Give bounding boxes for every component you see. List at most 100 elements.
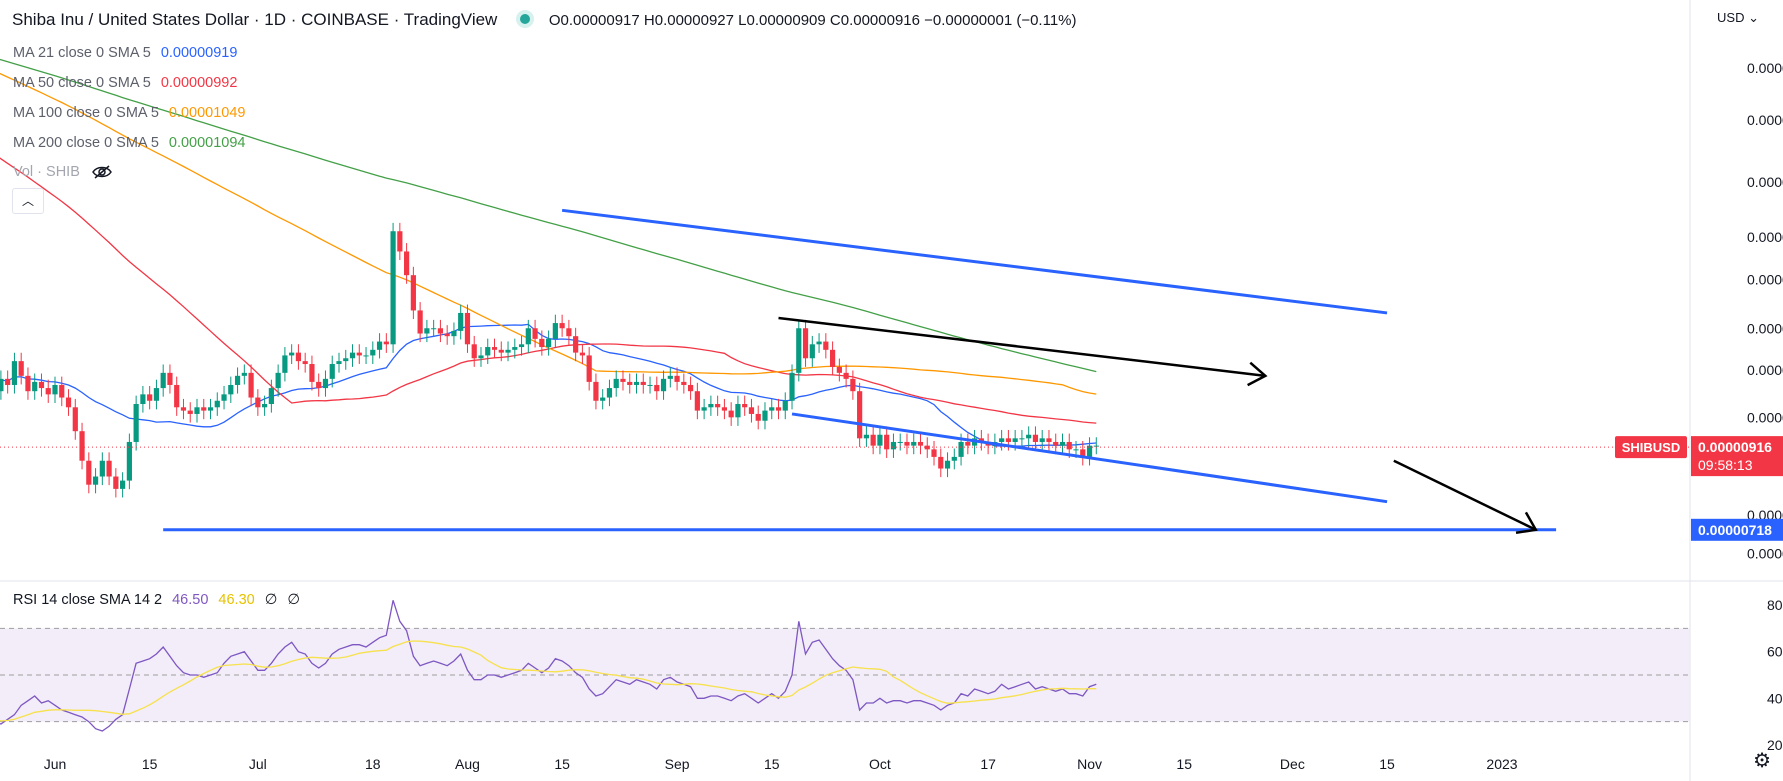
candle bbox=[600, 397, 606, 401]
candle bbox=[1053, 441, 1059, 446]
candle bbox=[1032, 434, 1039, 442]
indicator-ma21[interactable]: MA 21 close 0 SMA 5 0.00000919 bbox=[13, 45, 237, 61]
gear-icon[interactable]: ⚙ bbox=[1753, 750, 1771, 772]
price-tick-label: 0.00001500 bbox=[1747, 272, 1783, 288]
candle bbox=[5, 378, 11, 385]
candle bbox=[944, 460, 951, 469]
trend-drawings bbox=[163, 208, 1557, 534]
candle bbox=[478, 355, 484, 359]
candle bbox=[999, 438, 1005, 442]
time-tick-label: 15 bbox=[764, 756, 780, 772]
indicator-ma100[interactable]: MA 100 close 0 SMA 5 0.00001049 bbox=[13, 105, 246, 121]
candle bbox=[1046, 438, 1052, 442]
candle bbox=[850, 378, 856, 392]
symbol-badge bbox=[1615, 436, 1687, 459]
lower-channel bbox=[791, 412, 1388, 504]
candle bbox=[45, 388, 51, 395]
candle bbox=[228, 384, 234, 395]
time-tick-label: Jun bbox=[44, 756, 67, 772]
candle bbox=[498, 349, 504, 353]
candle bbox=[417, 310, 423, 334]
candle bbox=[113, 476, 119, 489]
price-tick-label: 0.00001700 bbox=[1747, 229, 1783, 245]
candle bbox=[180, 407, 187, 411]
candle bbox=[1086, 445, 1093, 457]
support-label: 0.00000718 bbox=[1698, 522, 1772, 538]
price-tick-label: 0.00000670 bbox=[1747, 545, 1783, 561]
rsi-tick-label: 80.00 bbox=[1767, 597, 1783, 613]
rsi-ma-line bbox=[0, 640, 1097, 722]
time-tick-label: Jul bbox=[249, 756, 267, 772]
candle bbox=[153, 388, 160, 401]
candle bbox=[505, 349, 511, 353]
indicator-value: 0.00001094 bbox=[168, 135, 246, 151]
candle bbox=[248, 372, 254, 398]
candle bbox=[566, 328, 572, 337]
candle bbox=[86, 460, 92, 485]
trend-line bbox=[778, 316, 1266, 378]
time-tick-label: Sep bbox=[665, 756, 690, 772]
candle bbox=[701, 407, 707, 411]
collapse-legend-button[interactable]: ︿ bbox=[12, 188, 44, 214]
candle bbox=[1019, 438, 1025, 440]
rsi-header[interactable]: RSI 14 close SMA 14 2 46.50 46.30 ∅ ∅ bbox=[13, 592, 300, 608]
indicator-value: 0.00000992 bbox=[160, 75, 238, 91]
rsi-extra-2: ∅ bbox=[287, 592, 300, 608]
indicator-ma50[interactable]: MA 50 close 0 SMA 5 0.00000992 bbox=[13, 75, 237, 91]
candle bbox=[25, 375, 31, 392]
candle bbox=[674, 375, 680, 382]
currency-selector[interactable]: USD ⌄ bbox=[1717, 10, 1759, 26]
candle bbox=[383, 341, 389, 345]
candle bbox=[404, 251, 410, 276]
candle bbox=[911, 441, 917, 446]
candle bbox=[877, 434, 883, 446]
rsi-tick-label: 40.00 bbox=[1767, 690, 1783, 706]
candle bbox=[775, 407, 782, 411]
rsi-line bbox=[0, 600, 1097, 732]
candle bbox=[431, 328, 437, 330]
candle bbox=[0, 378, 4, 392]
projection-arrow bbox=[1393, 459, 1537, 531]
last-price-badge bbox=[1691, 436, 1783, 477]
market-status-icon bbox=[520, 14, 531, 24]
rsi-extra-1: ∅ bbox=[264, 592, 278, 608]
hidden-eye-icon[interactable] bbox=[92, 165, 112, 183]
indicator-ma200[interactable]: MA 200 close 0 SMA 5 0.00001094 bbox=[13, 135, 246, 151]
candle bbox=[681, 381, 687, 385]
indicator-label: MA 50 close 0 SMA 5 bbox=[13, 75, 151, 91]
candle bbox=[214, 400, 220, 408]
candle bbox=[201, 407, 207, 411]
candle bbox=[329, 364, 335, 379]
indicator-volume[interactable]: Vol · SHIB bbox=[13, 164, 112, 183]
candle bbox=[884, 434, 890, 450]
ohlc-readout: O0.00000917 H0.00000927 L0.00000909 C0.0… bbox=[548, 12, 1077, 29]
candle bbox=[931, 449, 937, 457]
symbol-title[interactable]: Shiba Inu / United States Dollar · 1D · … bbox=[12, 10, 498, 29]
candle bbox=[282, 355, 288, 373]
candle bbox=[458, 312, 464, 331]
price-tick-label: 0.00001300 bbox=[1747, 320, 1783, 336]
candle bbox=[1026, 434, 1032, 439]
candle bbox=[349, 352, 356, 359]
candle bbox=[65, 397, 72, 408]
chevron-up-icon: ︿ bbox=[21, 194, 34, 208]
time-tick-label: 17 bbox=[980, 756, 996, 772]
candle bbox=[275, 372, 281, 389]
candle bbox=[654, 384, 660, 392]
candle bbox=[289, 352, 295, 356]
candle bbox=[363, 355, 369, 357]
time-tick-label: 18 bbox=[365, 756, 381, 772]
candle bbox=[917, 441, 924, 446]
candle bbox=[485, 347, 491, 356]
candle bbox=[11, 361, 18, 385]
candle bbox=[708, 404, 714, 408]
candle bbox=[147, 394, 153, 401]
rsi-value: 46.50 bbox=[172, 592, 209, 608]
candle bbox=[336, 361, 342, 365]
candle bbox=[316, 381, 322, 389]
candle bbox=[221, 394, 227, 401]
candle bbox=[491, 347, 498, 350]
candle bbox=[518, 344, 525, 348]
candle bbox=[295, 352, 302, 362]
